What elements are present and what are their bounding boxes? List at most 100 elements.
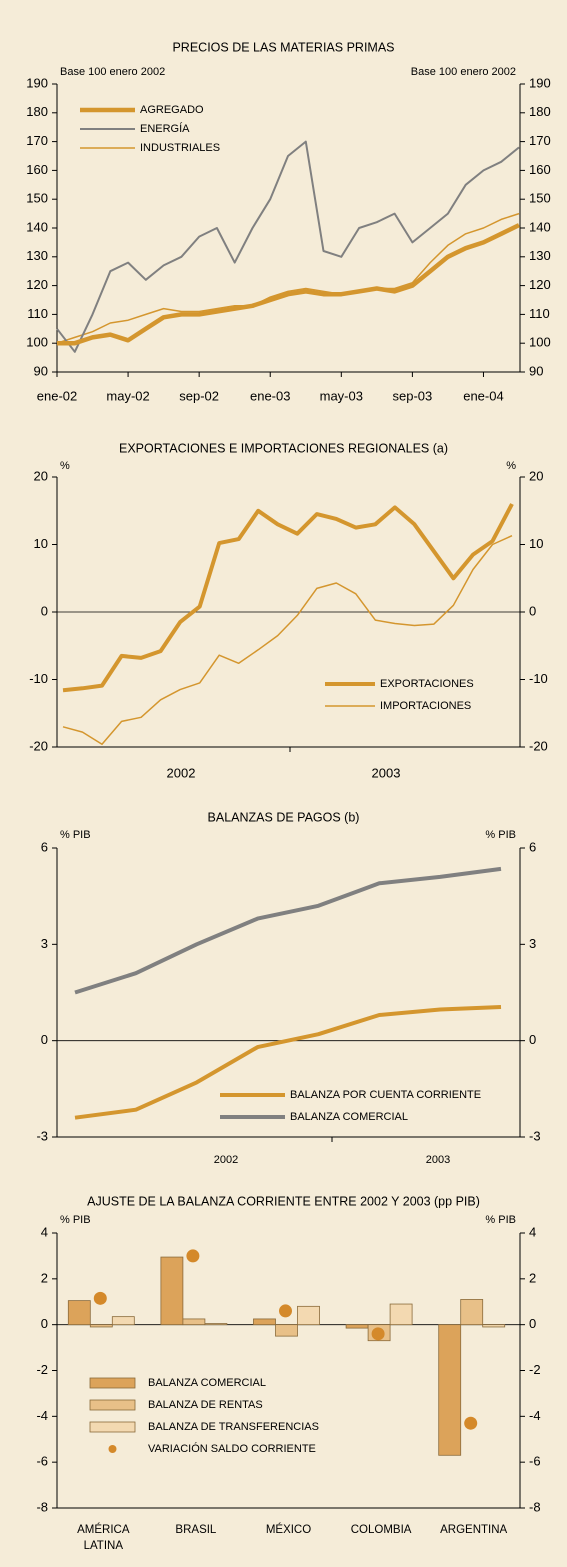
x-period-label: 2002 [167, 765, 196, 780]
bar [482, 1324, 506, 1328]
unit-label: % PIB [485, 1214, 516, 1226]
dot [464, 1416, 478, 1430]
y-tick-label: 100 [529, 335, 551, 350]
legend-label: IMPORTACIONES [380, 700, 471, 712]
bar [89, 1324, 113, 1328]
series-line [74, 866, 502, 995]
y-tick-label: 110 [529, 306, 550, 321]
dot [371, 1327, 385, 1341]
y-tick-label: 140 [529, 219, 551, 234]
series-line [56, 212, 520, 344]
y-tick-label: 2 [529, 1270, 536, 1285]
legend-label: VARIACIÓN SALDO CORRIENTE [148, 1442, 316, 1455]
unit-label: % PIB [485, 829, 516, 841]
x-tick-label: ene-04 [463, 388, 503, 403]
series-line [56, 140, 520, 353]
y-tick-label: 20 [34, 468, 48, 483]
unit-label: % [60, 460, 70, 472]
y-tick-label: 190 [26, 75, 48, 90]
x-tick-label: ene-02 [37, 388, 77, 403]
bar [345, 1324, 369, 1329]
series-line [57, 223, 520, 346]
legend-swatch [89, 1399, 136, 1411]
bar [253, 1318, 276, 1326]
x-tick-label-box: MÉXICO [265, 1524, 312, 1536]
y-tick-label: 0 [529, 603, 536, 618]
legend-swatch [108, 1445, 117, 1453]
y-tick-label: 160 [26, 162, 48, 177]
chart-title: BALANZAS DE PAGOS (b) [208, 810, 360, 824]
y-tick-label: -8 [36, 1499, 48, 1514]
legend-label: BALANZA DE RENTAS [148, 1399, 263, 1411]
y-tick-label: 150 [26, 191, 48, 206]
bar [111, 1316, 135, 1326]
y-tick-label: 0 [41, 603, 48, 618]
y-tick-label: 130 [529, 248, 551, 263]
x-tick-label-box: ARGENTINA [440, 1524, 507, 1536]
y-tick-label: 3 [529, 936, 536, 951]
y-tick-label: 170 [26, 133, 48, 148]
legend-swatch [89, 1421, 136, 1433]
x-period-label: 2003 [372, 765, 401, 780]
legend-swatch [89, 1377, 136, 1389]
legend-label: INDUSTRIALES [140, 142, 220, 154]
y-tick-label: 140 [26, 219, 48, 234]
legend-label: BALANZA COMERCIAL [290, 1111, 408, 1123]
y-tick-label: 0 [41, 1316, 48, 1331]
unit-label: % [506, 460, 516, 472]
bar [204, 1323, 228, 1326]
dot [93, 1291, 107, 1305]
y-tick-label: 160 [529, 162, 551, 177]
x-tick-label-box: BRASIL [175, 1524, 217, 1536]
y-tick-label: 10 [529, 536, 543, 551]
y-tick-label: 90 [34, 363, 48, 378]
bar [460, 1299, 484, 1326]
y-tick-label: -3 [36, 1128, 48, 1143]
series-line [62, 503, 514, 693]
x-period-label: 2003 [426, 1154, 450, 1166]
unit-label: Base 100 enero 2002 [411, 66, 516, 78]
y-tick-label: 0 [529, 1032, 536, 1047]
y-tick-label: -20 [29, 738, 48, 753]
y-tick-label: 4 [529, 1224, 536, 1239]
y-tick-label: 150 [529, 191, 551, 206]
bar [275, 1324, 298, 1337]
x-tick-label: sep-03 [393, 388, 433, 403]
x-tick-label: COLOMBIA [350, 1524, 412, 1536]
x-tick-label: BRASIL [175, 1524, 217, 1536]
y-tick-label: 120 [26, 277, 48, 292]
x-period-label: 2002 [214, 1154, 238, 1166]
legend-label: EXPORTACIONES [380, 678, 474, 690]
x-tick-label: AMÉRICA LATINA [77, 1524, 130, 1552]
y-tick-label: 100 [26, 335, 48, 350]
y-tick-label: -10 [29, 671, 48, 686]
y-tick-label: 130 [26, 248, 48, 263]
legend-label: AGREGADO [140, 104, 204, 116]
y-tick-label: 6 [529, 839, 536, 854]
x-tick-label: sep-02 [179, 388, 219, 403]
y-tick-label: -8 [529, 1499, 541, 1514]
chart-title: EXPORTACIONES E IMPORTACIONES REGIONALES… [119, 441, 448, 455]
legend-label: ENERGÍA [140, 122, 190, 135]
y-tick-label: 6 [41, 839, 48, 854]
x-tick-label-box: AMÉRICA LATINA [77, 1524, 130, 1552]
y-tick-label: 180 [529, 104, 551, 119]
y-tick-label: -4 [529, 1408, 541, 1423]
x-tick-label: MÉXICO [265, 1524, 312, 1536]
bar [438, 1324, 462, 1456]
y-tick-label: 0 [529, 1316, 536, 1331]
y-tick-label: -6 [529, 1454, 541, 1469]
bar [297, 1305, 320, 1326]
unit-label: % PIB [60, 829, 91, 841]
y-tick-label: 170 [529, 133, 551, 148]
y-tick-label: 180 [26, 104, 48, 119]
y-tick-label: -2 [36, 1362, 48, 1377]
y-tick-label: -10 [529, 671, 548, 686]
legend-label: BALANZA DE TRANSFERENCIAS [148, 1421, 319, 1433]
legend-label: BALANZA POR CUENTA CORRIENTE [290, 1089, 481, 1101]
y-tick-label: 110 [27, 306, 48, 321]
y-tick-label: -6 [36, 1454, 48, 1469]
y-tick-label: 3 [41, 936, 48, 951]
